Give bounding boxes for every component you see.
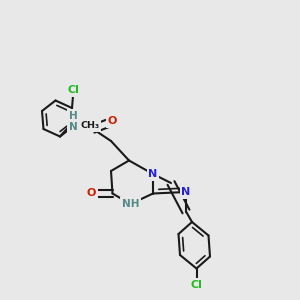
Text: N: N bbox=[182, 187, 190, 197]
Text: H
N: H N bbox=[69, 111, 78, 132]
Text: CH₃: CH₃ bbox=[80, 122, 100, 130]
Text: O: O bbox=[87, 188, 96, 199]
Text: Cl: Cl bbox=[68, 85, 80, 95]
Text: NH: NH bbox=[122, 199, 139, 209]
Text: Cl: Cl bbox=[190, 280, 202, 290]
Text: N: N bbox=[148, 169, 158, 179]
Text: O: O bbox=[108, 116, 117, 127]
